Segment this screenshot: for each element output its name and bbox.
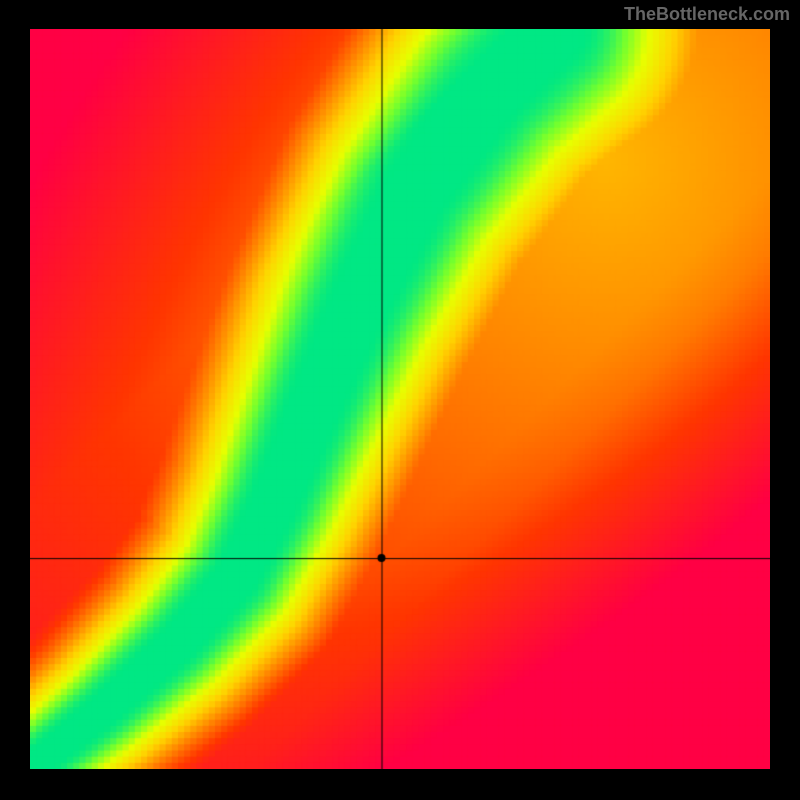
bottleneck-heatmap <box>30 29 770 769</box>
attribution-text: TheBottleneck.com <box>0 0 800 28</box>
chart-container <box>0 28 800 800</box>
